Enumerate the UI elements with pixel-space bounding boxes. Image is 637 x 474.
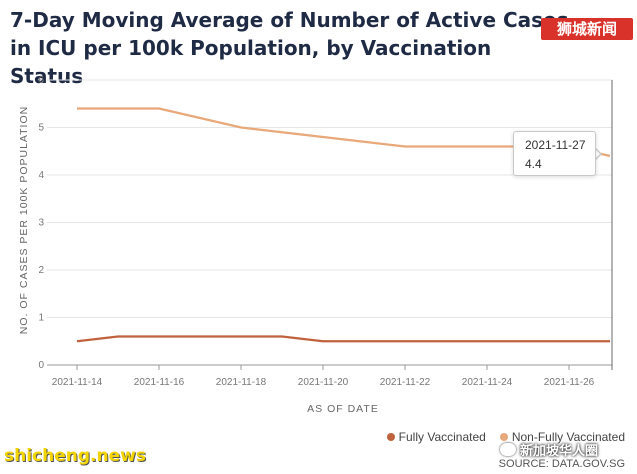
- legend-dot-non-fully-vaccinated: [499, 433, 508, 441]
- legend-label-non-fully-vaccinated: Non-Fully Vaccinated: [511, 430, 625, 444]
- y-tick-label: 2: [38, 265, 44, 276]
- chart-title: 7-Day Moving Average of Number of Active…: [10, 8, 569, 88]
- x-tick-label: 2021-11-18: [216, 377, 267, 388]
- grid: [47, 79, 612, 366]
- y-tick-label: 1: [38, 313, 44, 324]
- wechat-icon: [500, 443, 516, 456]
- x-tick-label: 2021-11-14: [52, 377, 103, 388]
- legend-dot-fully-vaccinated: [386, 433, 395, 441]
- x-tick-label: 2021-11-16: [134, 377, 185, 388]
- tooltip-date: 2021-11-27: [525, 138, 586, 152]
- tooltip-arrow-inner: [594, 148, 600, 160]
- watermark-wechat: 新加坡华人圈: [500, 440, 598, 459]
- watermark-wechat-label: 新加坡华人圈: [520, 444, 599, 459]
- legend-item-fully-vaccinated[interactable]: Fully Vaccinated: [386, 430, 486, 444]
- series-line-fully-vaccinated[interactable]: [76, 335, 610, 343]
- x-axis: 2021-11-14 2021-11-16 2021-11-18 2021-11-20…: [52, 365, 595, 388]
- source-note: SOURCE: DATA.GOV.SG: [498, 458, 625, 470]
- y-axis: 0 1 2 3 4 5 6: [38, 75, 44, 371]
- x-tick-label: 2021-11-20: [298, 377, 349, 388]
- x-axis-label: AS OF DATE: [307, 403, 379, 415]
- x-tick-label: 2021-11-26: [544, 377, 595, 388]
- x-tick-label: 2021-11-22: [380, 377, 431, 388]
- legend-label-fully-vaccinated: Fully Vaccinated: [398, 430, 486, 444]
- hover-tooltip: 2021-11-27 4.4: [513, 131, 596, 176]
- y-tick-label: 6: [38, 75, 44, 86]
- y-tick-label: 3: [38, 218, 44, 229]
- y-tick-label: 4: [38, 170, 44, 181]
- tooltip-value: 4.4: [525, 157, 542, 171]
- legend: Fully Vaccinated Non-Fully Vaccinated: [386, 430, 625, 444]
- legend-item-non-fully-vaccinated[interactable]: Non-Fully Vaccinated: [499, 430, 625, 444]
- watermark-site: shicheng.news: [4, 446, 146, 466]
- x-tick-label: 2021-11-24: [462, 377, 513, 388]
- y-tick-label: 0: [38, 360, 44, 371]
- y-axis-label: NO. OF CASES PER 100K POPULATION: [18, 106, 30, 334]
- y-tick-label: 5: [38, 123, 44, 134]
- watermark-top-right: 狮城新闻: [541, 18, 633, 40]
